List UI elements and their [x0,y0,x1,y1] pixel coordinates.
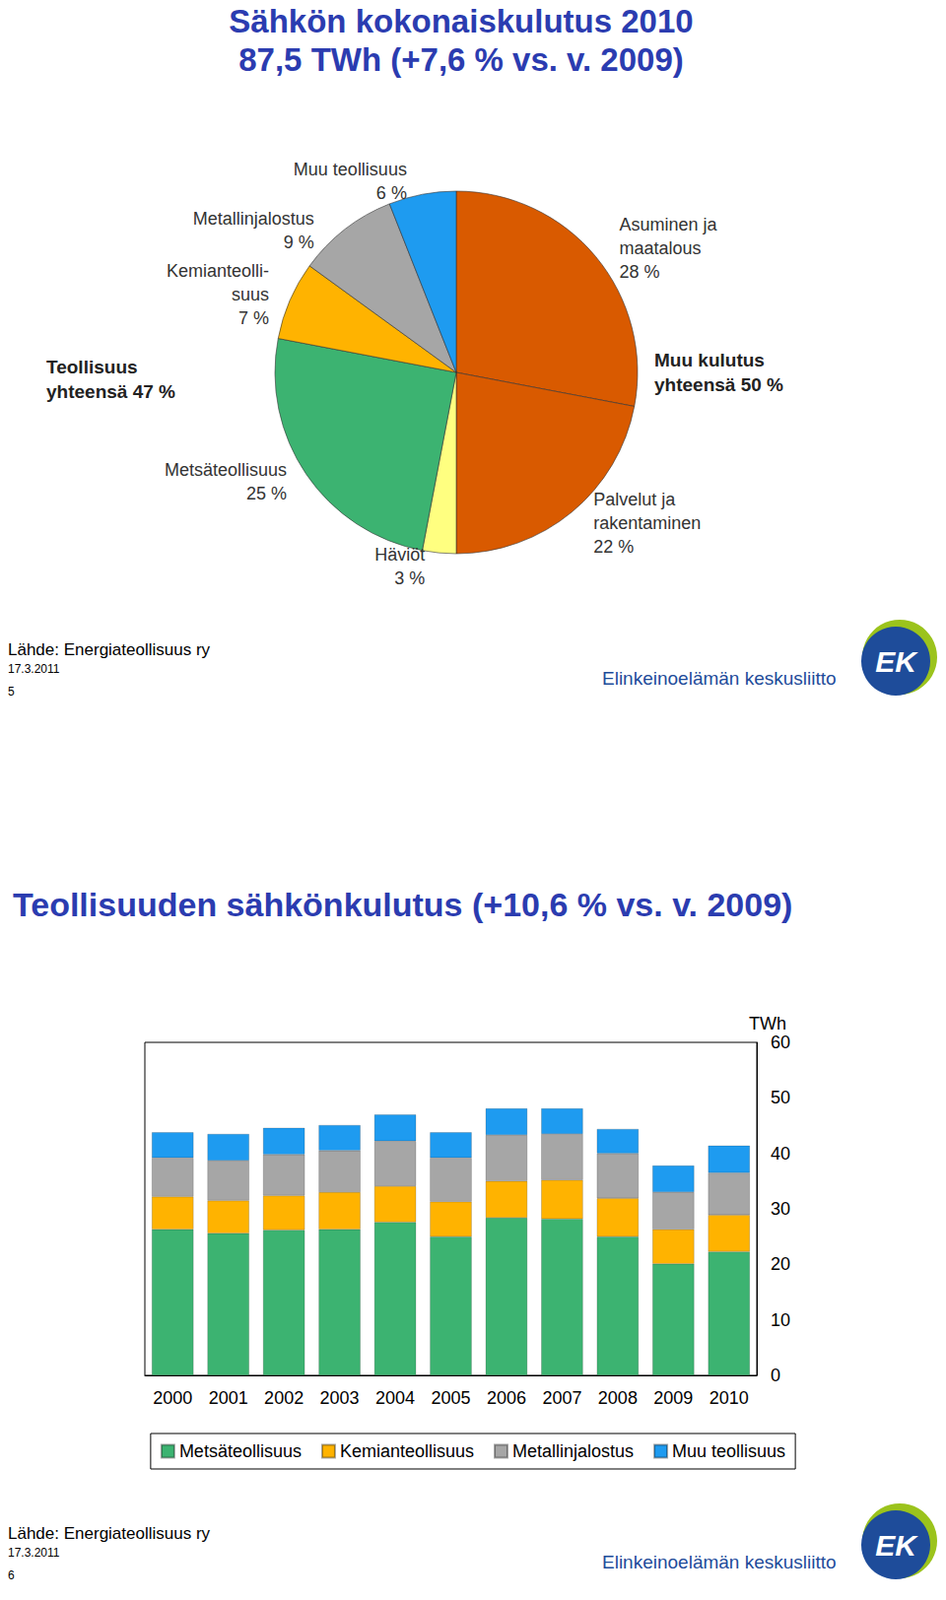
svg-text:Lähde: Energiateollisuus ry: Lähde: Energiateollisuus ry [7,640,211,660]
svg-text:2003: 2003 [320,1388,360,1409]
svg-text:Palvelut ja: Palvelut ja [593,489,676,510]
svg-text:20: 20 [770,1254,791,1275]
svg-text:Lähde: Energiateollisuus ry: Lähde: Energiateollisuus ry [7,1524,211,1544]
svg-text:rakentaminen: rakentaminen [593,513,701,534]
svg-text:Asuminen ja: Asuminen ja [619,214,719,235]
svg-text:TWh: TWh [748,1013,787,1034]
svg-text:25 %: 25 % [246,483,287,504]
svg-text:Teollisuuden sähkönkulutus (+1: Teollisuuden sähkönkulutus (+10,6 % vs. … [12,885,793,924]
svg-text:2007: 2007 [541,1388,582,1409]
svg-text:3 %: 3 % [394,568,425,589]
svg-text:6 %: 6 % [376,183,407,203]
svg-text:2001: 2001 [208,1388,249,1409]
svg-text:2005: 2005 [430,1388,471,1409]
svg-text:Kemianteolli-: Kemianteolli- [166,261,270,281]
svg-text:2009: 2009 [653,1388,693,1409]
svg-text:Häviöt: Häviöt [374,544,425,565]
svg-text:2004: 2004 [375,1388,415,1409]
svg-text:5: 5 [7,684,15,699]
svg-text:7 %: 7 % [238,308,270,329]
svg-text:Metallinjalostus: Metallinjalostus [193,208,315,229]
svg-text:2008: 2008 [598,1388,638,1409]
svg-text:Muu teollisuus: Muu teollisuus [672,1441,786,1462]
svg-text:2010: 2010 [709,1388,749,1409]
svg-text:Sähkön kokonaiskulutus 2010: Sähkön kokonaiskulutus 2010 [228,2,693,40]
svg-text:Muu kulutus: Muu kulutus [654,349,765,371]
svg-text:Elinkeinoelämän keskusliitto: Elinkeinoelämän keskusliitto [602,1552,837,1573]
svg-text:Metsäteollisuus: Metsäteollisuus [179,1441,302,1462]
svg-text:9 %: 9 % [283,232,315,253]
svg-text:10: 10 [770,1310,791,1331]
svg-text:17.3.2011: 17.3.2011 [7,1546,61,1560]
svg-text:EK: EK [875,645,919,678]
svg-text:suus: suus [231,284,270,305]
svg-text:0: 0 [770,1365,781,1386]
svg-text:Muu teollisuus: Muu teollisuus [293,159,407,180]
svg-text:Teollisuus: Teollisuus [46,356,138,378]
svg-text:40: 40 [770,1144,791,1164]
svg-text:yhteensä 47 %: yhteensä 47 % [46,381,176,403]
svg-text:maatalous: maatalous [619,238,702,259]
svg-text:60: 60 [770,1032,791,1053]
svg-text:Metsäteollisuus: Metsäteollisuus [164,460,287,480]
svg-text:50: 50 [770,1087,791,1108]
svg-text:22 %: 22 % [593,537,634,557]
svg-text:EK: EK [875,1529,919,1562]
svg-text:Kemianteollisuus: Kemianteollisuus [339,1441,474,1462]
svg-text:2006: 2006 [486,1388,527,1409]
svg-text:Metallinjalostus: Metallinjalostus [512,1441,634,1462]
svg-text:2000: 2000 [152,1388,193,1409]
svg-text:6: 6 [7,1568,15,1583]
svg-text:yhteensä 50 %: yhteensä 50 % [654,374,784,396]
svg-text:30: 30 [770,1199,791,1219]
svg-text:Elinkeinoelämän keskusliitto: Elinkeinoelämän keskusliitto [602,668,837,689]
svg-text:28 %: 28 % [619,262,661,282]
svg-text:17.3.2011: 17.3.2011 [7,662,61,676]
svg-text:87,5 TWh (+7,6 % vs. v. 2009): 87,5 TWh (+7,6 % vs. v. 2009) [238,41,684,78]
svg-text:2002: 2002 [264,1388,304,1409]
